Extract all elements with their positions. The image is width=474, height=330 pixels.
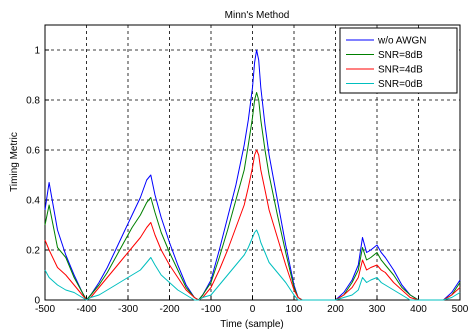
grid: [45, 25, 460, 300]
x-tick-label: 400: [410, 304, 427, 315]
x-tick-label: -400: [76, 304, 96, 315]
y-tick-label: 0: [34, 296, 40, 307]
x-tick-label: -500: [35, 304, 55, 315]
legend-box: [339, 27, 458, 94]
y-tick-label: 0.4: [26, 196, 40, 207]
legend-label: w/o AWGN: [377, 36, 427, 47]
legend-label: SNR=8dB: [378, 50, 423, 61]
x-tick-label: 200: [327, 304, 344, 315]
axis-ticks: -500 -400 -300 -200 -100 0 100 200 300 400 500 0 0.2…: [26, 46, 469, 316]
x-axis-title: Time (sample): [220, 319, 284, 330]
x-tick-label: 0: [250, 304, 256, 315]
x-tick-label: 100: [286, 304, 303, 315]
x-tick-label: -300: [118, 304, 138, 315]
legend-label: SNR=0dB: [378, 79, 423, 90]
y-tick-label: 0.8: [26, 96, 40, 107]
series-line-snr-0db: [44, 229, 461, 301]
series-line-w-o-awgn: [44, 49, 461, 301]
x-tick-label: 500: [452, 304, 469, 315]
x-tick-label: -200: [159, 304, 179, 315]
y-axis-title: Timing Metric: [9, 132, 20, 192]
legend: w/o AWGN SNR=8dB SNR=4dB SNR=0dB: [339, 27, 458, 94]
series-lines: [44, 49, 461, 301]
y-tick-label: 0.6: [26, 146, 40, 157]
series-line-snr-8db: [44, 92, 461, 301]
legend-label: SNR=4dB: [378, 65, 423, 76]
chart-title: Minn's Method: [225, 10, 290, 21]
y-tick-label: 0.2: [26, 246, 40, 257]
series-line-snr-4db: [44, 149, 461, 301]
x-tick-label: 300: [369, 304, 386, 315]
y-tick-label: 1: [34, 46, 40, 57]
x-tick-label: -100: [201, 304, 221, 315]
